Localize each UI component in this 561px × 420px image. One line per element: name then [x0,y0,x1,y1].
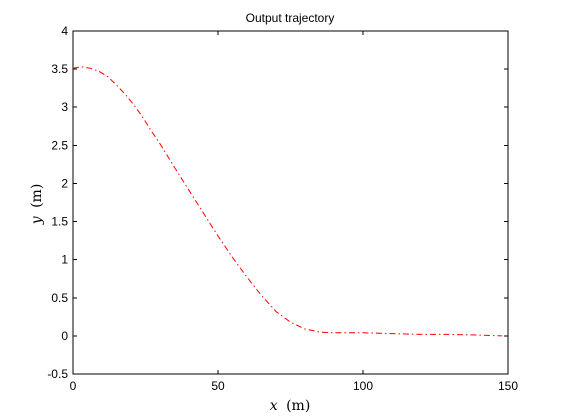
x-axis-label-unit: (m) [286,398,310,414]
y-tick-label: 1.5 [51,215,68,229]
y-tick-label: -0.5 [47,367,68,381]
x-tick-label: 0 [70,379,77,393]
x-axis-ticks: 0 50 100 150 [70,31,518,393]
y-axis-label-unit: (m) [29,184,45,208]
y-tick-label: 3 [61,100,68,114]
series-group [72,66,503,337]
y-axis-label: y (m) [29,184,45,226]
axes [72,30,509,375]
series-line-trajectory [72,66,503,337]
plot-area-frame [72,30,509,375]
x-tick-label: 50 [211,379,225,393]
y-tick-label: 3.5 [51,62,68,76]
chart-title: Output trajectory [246,11,335,25]
y-tick-label: 2.5 [51,138,68,152]
y-axis-ticks: -0.5 0 0.5 1 1.5 2 2.5 3 3.5 4 [47,24,508,381]
y-tick-label: 4 [61,24,68,38]
y-tick-label: 1 [61,253,68,267]
x-axis-label: x (m) [270,398,311,414]
x-axis-label-var: x [270,398,278,414]
x-tick-label: 150 [498,379,518,393]
y-axis-label-var: y [29,215,45,225]
y-tick-label: 0 [61,329,68,343]
y-tick-label: 0.5 [51,291,68,305]
y-tick-label: 2 [61,176,68,190]
x-tick-label: 100 [353,379,373,393]
